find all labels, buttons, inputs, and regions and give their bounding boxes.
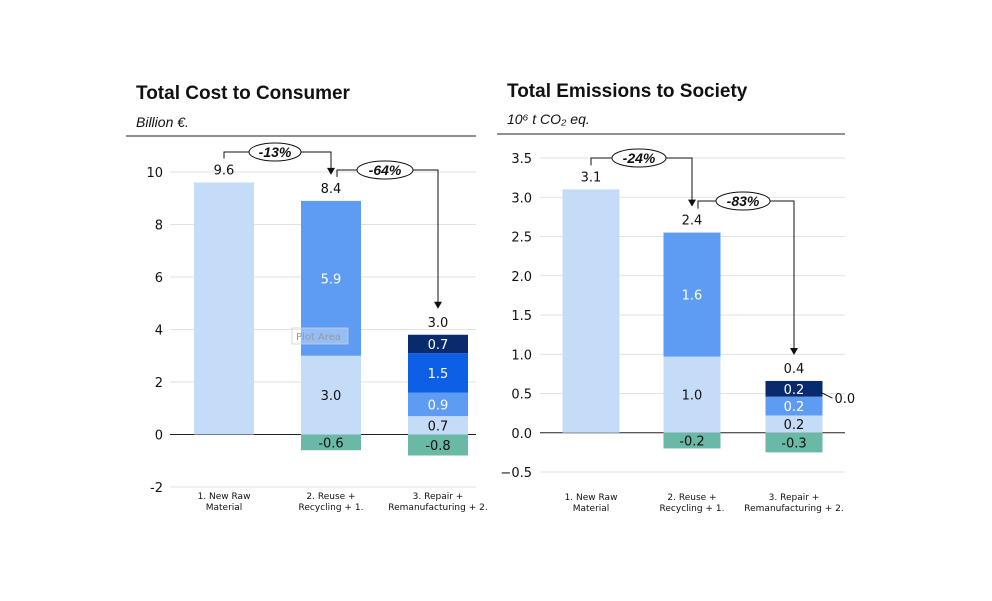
cost-bar-1-total-label: 9.6 [214,164,235,179]
emissions-bar-2-segment-2 [663,356,721,433]
cost-change-arrowhead-2 [434,301,442,309]
emissions-bar-2-segment-3 [663,232,721,357]
cost-bar-3-segment-label: 0.7 [428,338,449,353]
cost-bar-3-segment-4 [408,353,468,393]
emissions-bar-2-segment-label: 1.0 [682,389,703,404]
cost-bar-3-segment-label: 0.9 [428,398,449,413]
emissions-y-tick-label: 3.0 [511,191,532,206]
cost-chart-subtitle: Billion €. [136,114,189,130]
cost-category-label: Remanufacturing + 2. [388,503,487,513]
emissions-bar-3-segment-label: -0.3 [781,437,806,452]
emissions-bar-2-segment-label: 1.6 [682,289,703,304]
emissions-bar-2-segment-1 [663,432,721,449]
cost-bar-3-segment-1 [408,434,468,456]
emissions-category-label: 1. New Raw [565,493,618,503]
emissions-side-label: 0.0 [835,392,856,407]
emissions-y-tick-label: 2.5 [511,231,532,246]
cost-bar-1-segment-1 [194,182,254,435]
cost-bar-2-segment-2 [301,355,361,435]
emissions-bar-3-segment-5 [765,380,823,397]
cost-bar-3-segment-label: -0.8 [425,439,450,454]
emissions-y-tick-label: −0.5 [500,466,532,481]
emissions-bar-2-segment-label: -0.2 [679,435,704,450]
emissions-category-label: 3. Repair + [769,493,820,503]
cost-bar-3-segment-label: 0.7 [428,419,449,434]
emissions-bar-3-segment-label: 0.2 [784,383,805,398]
emissions-y-tick-label: 0.0 [511,427,532,442]
emissions-bar-3-segment-3 [765,396,823,416]
emissions-chart-subtitle: 10⁶ t CO₂ eq. [507,111,590,127]
cost-y-tick-label: -2 [150,481,163,496]
cost-bar-2-segment-label: 3.0 [321,389,342,404]
emissions-y-tick-label: 2.0 [511,270,532,285]
emissions-bar-1-total-label: 3.1 [581,170,602,185]
emissions-bar-3-segment-label: 0.2 [784,418,805,433]
emissions-change-arrowhead-1 [688,199,696,207]
emissions-change-badge-1 [611,148,667,168]
cost-category-label: 2. Reuse + [306,492,355,502]
emissions-category-label: Remanufacturing + 2. [744,504,843,514]
cost-y-tick-label: 0 [155,429,163,444]
emissions-y-tick-label: 3.5 [511,152,532,167]
emissions-change-arrowhead-2 [790,347,798,355]
cost-bar-2-segment-3 [301,200,361,356]
emissions-chart-title: Total Emissions to Society [507,81,748,102]
emissions-change-label-1: -24% [623,150,656,166]
cost-bar-3-segment-2 [408,416,468,435]
emissions-change-label-2: -83% [727,193,760,209]
cost-chart-title: Total Cost to Consumer [136,83,351,104]
cost-y-tick-label: 8 [155,219,163,234]
cost-bar-3-segment-3 [408,392,468,417]
emissions-category-label: 2. Reuse + [667,493,716,503]
cost-y-tick-label: 10 [146,166,163,181]
emissions-bar-2-total-label: 2.4 [682,214,703,229]
emissions-category-label: Recycling + 1. [660,504,725,514]
emissions-panel: Total Emissions to Society 10⁶ t CO₂ eq.… [497,81,855,514]
cost-panel: Total Cost to Consumer Billion €. -2 0 2 4 6… [126,83,488,513]
cost-bar-2-total-label: 8.4 [321,182,342,197]
cost-category-label: 1. New Raw [198,492,251,502]
cost-category-label: Material [206,503,243,513]
emissions-bar-3-segment-1 [765,432,823,453]
emissions-bar-3-segment-label: 0.2 [784,400,805,415]
cost-change-badge-1 [248,142,302,162]
emissions-change-badge-2 [715,191,771,211]
emissions-side-leader-line [820,391,833,399]
emissions-bar-1-segment-1 [562,189,620,433]
cost-change-arrowhead-1 [327,167,335,175]
cost-y-tick-label: 4 [155,324,163,339]
emissions-y-tick-label: 1.0 [511,348,532,363]
cost-change-label-1: -13% [259,144,292,160]
cost-plot-area-tag: Plot Area [296,332,341,343]
cost-bar-3-total-label: 3.0 [428,316,449,331]
cost-plot-area-tag-box [291,327,349,345]
cost-bar-2-segment-label: 5.9 [321,272,342,287]
cost-change-badge-2 [356,160,414,180]
cost-bar-3-segment-5 [408,334,468,354]
emissions-y-tick-label: 1.5 [511,309,532,324]
cost-category-label: Recycling + 1. [299,503,364,513]
cost-bar-2-segment-label: -0.6 [318,436,343,451]
cost-bar-2-segment-1 [301,434,361,451]
cost-bar-3-segment-label: 1.5 [428,367,449,382]
cost-category-label: 3. Repair + [413,492,464,502]
emissions-y-tick-label: 0.5 [511,388,532,403]
emissions-bar-3-segment-2 [765,415,823,433]
cost-y-tick-label: 2 [155,376,163,391]
emissions-bar-3-total-label: 0.4 [784,362,805,377]
cost-change-label-2: -64% [369,162,402,178]
emissions-category-label: Material [573,504,610,514]
emissions-plot-area: −0.5 0.0 0.5 1.0 1.5 2.0 2.5 3.0 3.5 3.1 1. New Ra… [500,148,856,514]
cost-y-tick-label: 6 [155,271,163,286]
